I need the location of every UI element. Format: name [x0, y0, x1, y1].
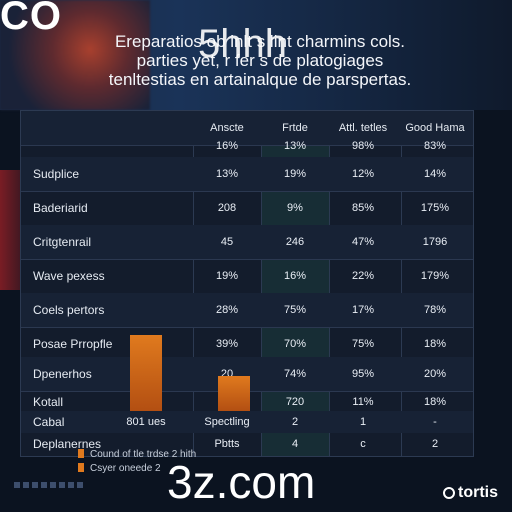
table-cell: 75% — [351, 338, 375, 350]
table-cell: 14% — [423, 168, 447, 180]
table-cell: 18% — [423, 396, 447, 408]
table-row: 16% 13% 98% 83% — [21, 135, 473, 158]
table-cell: 12% — [351, 168, 375, 180]
column-divider — [261, 111, 262, 456]
table-cell: 13% — [215, 168, 239, 180]
orange-bar — [218, 376, 250, 411]
dot-icon — [77, 482, 83, 488]
brand-name: tortis — [458, 484, 498, 501]
background-logo-text: CO — [0, 0, 62, 38]
column-header: Good Hama — [405, 122, 465, 134]
legend-line-1: Cound of tle trdse 2 hith — [90, 449, 197, 460]
table-cell: 39% — [215, 338, 239, 350]
table-row: Coels pertors 28% 75% 17% 78% — [21, 293, 473, 328]
table-cell: 75% — [283, 304, 307, 316]
table-cell: Spectling — [204, 416, 250, 428]
table-cell: 179% — [420, 270, 450, 282]
column-header: Attl. tetles — [338, 122, 388, 134]
table-cell: 83% — [423, 140, 447, 152]
dot-icon — [41, 482, 47, 488]
table-row: Wave pexess 19% 16% 22% 179% — [21, 259, 473, 294]
table-cell: 2 — [291, 416, 299, 428]
table-cell: 246 — [285, 236, 305, 248]
table-extra-label: 801 ues — [126, 416, 166, 428]
table-cell: 2 — [431, 438, 439, 450]
table-header-row: Anscte Frtde Attl. tetles Good Hama — [21, 111, 473, 146]
table-cell: - — [433, 416, 437, 428]
dot-icon — [14, 482, 20, 488]
legend-line-2: Csyer oneede 2 — [90, 463, 161, 474]
table-cell: 85% — [351, 202, 375, 214]
legend-swatch — [78, 449, 84, 458]
row-label: Deplanernes — [33, 437, 102, 451]
table-row: Critgtenrail 45 246 47% 1796 — [21, 225, 473, 260]
row-label: Dpenerhos — [33, 367, 92, 381]
table-cell: 175% — [420, 202, 450, 214]
orange-bar — [130, 335, 162, 411]
table-cell: 1796 — [422, 236, 448, 248]
table-cell: 208 — [217, 202, 237, 214]
table-cell: 13% — [283, 140, 307, 152]
table-cell: 28% — [215, 304, 239, 316]
table-cell: 19% — [283, 168, 307, 180]
brand-mark: tortis — [443, 484, 498, 502]
data-table: Anscte Frtde Attl. tetles Good Hama 16% … — [20, 110, 474, 457]
table-cell: 19% — [215, 270, 239, 282]
background-screen-image — [0, 0, 150, 110]
watermark-bottom: 3z.com — [167, 456, 316, 508]
watermark-top: 5hhh — [198, 22, 287, 66]
caption-line-3: tenltestias en artainalque de parspertas… — [108, 70, 412, 89]
pagination-dots — [14, 482, 83, 488]
legend: Cound of tle trdse 2 hith Csyer oneede 2 — [78, 448, 196, 476]
row-label: Posae Prropfle — [33, 337, 113, 351]
table-cell: 4 — [291, 438, 299, 450]
caption-line-1: Ereparatios ob inlt s lint charmins cols… — [114, 32, 406, 51]
table-cell: 22% — [351, 270, 375, 282]
table-cell: 74% — [283, 368, 307, 380]
table-row: Cabal 801 ues Spectling 2 1 - — [21, 411, 473, 433]
dot-icon — [23, 482, 29, 488]
caption-line-2: parties yet, r fer s de platogiages — [136, 51, 384, 70]
dot-icon — [50, 482, 56, 488]
column-header: Anscte — [210, 122, 244, 134]
table-cell: 20% — [423, 368, 447, 380]
dot-icon — [32, 482, 38, 488]
row-label: Kotall — [33, 395, 64, 409]
row-label: Cabal — [33, 415, 65, 429]
dot-icon — [59, 482, 65, 488]
table-cell: 11% — [352, 396, 374, 408]
caption-block: Ereparatios ob inlt s lint charmins cols… — [90, 32, 430, 89]
row-label: Wave pexess — [33, 269, 105, 283]
table-row: Sudplice 13% 19% 12% 14% — [21, 157, 473, 192]
legend-swatch — [78, 463, 84, 472]
table-cell: 16% — [283, 270, 307, 282]
table-cell: 70% — [283, 338, 307, 350]
dot-icon — [68, 482, 74, 488]
table-cell: 17% — [351, 304, 375, 316]
row-label: Coels pertors — [33, 303, 105, 317]
table-cell: 18% — [423, 338, 447, 350]
table-cell: 78% — [423, 304, 447, 316]
table-cell: 720 — [285, 396, 305, 408]
table-row: Baderiarid 208 9% 85% 175% — [21, 191, 473, 226]
table-cell: 1 — [359, 416, 367, 428]
row-label: Baderiarid — [33, 201, 88, 215]
table-cell: 9% — [287, 202, 303, 214]
row-label: Sudplice — [33, 167, 80, 181]
column-divider — [193, 111, 194, 456]
table-cell: 16% — [215, 140, 239, 152]
table-cell: 95% — [351, 368, 375, 380]
table-cell: c — [360, 438, 366, 450]
table-cell: Pbtts — [214, 438, 240, 450]
column-divider — [329, 111, 330, 456]
table-cell: 98% — [351, 140, 375, 152]
column-divider — [401, 111, 402, 456]
table-row: Deplanernes Pbtts 4 c 2 — [21, 433, 473, 455]
table-cell: 47% — [351, 236, 375, 248]
table-cell: 45 — [220, 236, 234, 248]
brand-circle-icon — [443, 487, 455, 499]
row-label: Critgtenrail — [33, 235, 92, 249]
column-header: Frtde — [282, 122, 308, 134]
